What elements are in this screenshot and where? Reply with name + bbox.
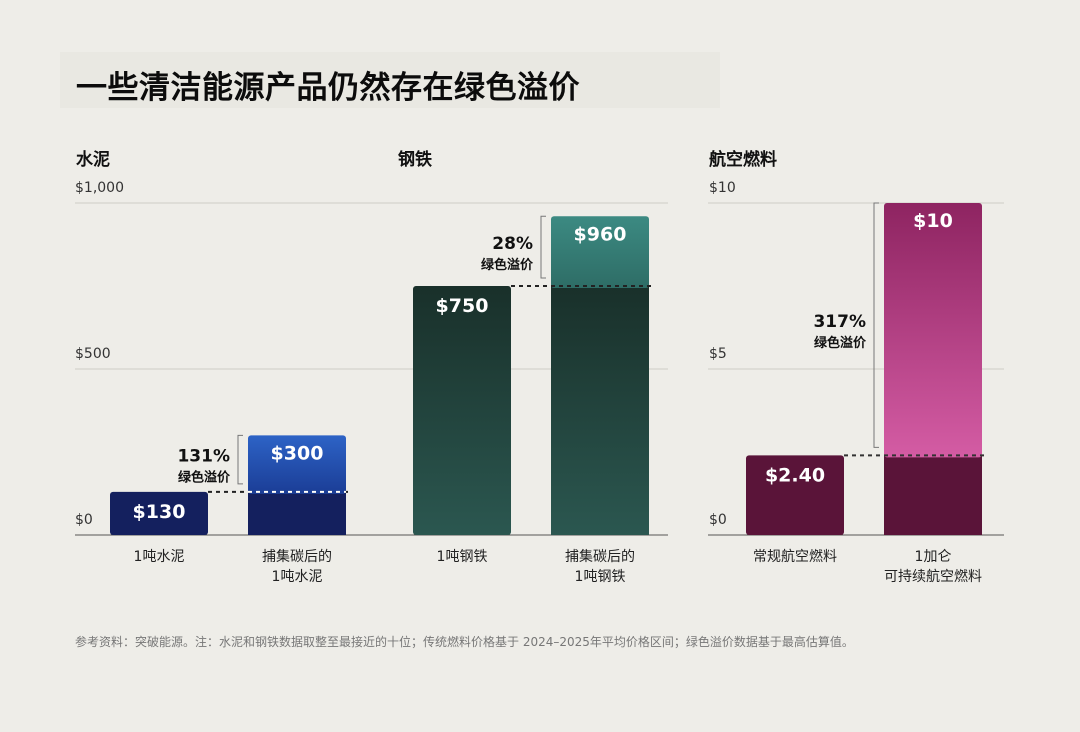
- category-label: 捕集碳后的: [565, 548, 635, 565]
- premium-bracket: [540, 215, 546, 279]
- bar-green-base: [248, 491, 346, 535]
- bar-conventional: [110, 491, 208, 535]
- premium-text-label: 绿色溢价: [481, 257, 534, 273]
- premium-percent-label: 28%: [492, 234, 533, 254]
- category-label: 捕集碳后的: [262, 548, 332, 565]
- bar-conventional: [413, 286, 511, 535]
- panel-title: 水泥: [76, 149, 110, 170]
- bar-value-label: $130: [133, 501, 186, 523]
- bar-value-label: $10: [913, 210, 953, 232]
- title-background: [60, 52, 720, 108]
- panel-title: 航空燃料: [709, 149, 777, 170]
- bar-value-label: $2.40: [765, 464, 825, 486]
- bar-green-premium: [884, 203, 982, 458]
- category-label: 1吨钢铁: [437, 549, 488, 565]
- category-label: 1吨水泥: [272, 569, 323, 585]
- footnote: 参考资料：突破能源。注：水泥和钢铁数据取整至最接近的十位；传统燃料价格基于 20…: [75, 635, 854, 649]
- premium-text-label: 绿色溢价: [814, 335, 867, 351]
- bar-green-premium: [248, 435, 346, 494]
- right-axis-y-tick-label: $5: [709, 346, 727, 362]
- category-label: 1加仑: [915, 549, 952, 565]
- category-label: 1吨水泥: [134, 549, 185, 565]
- bar-green-base: [884, 455, 982, 535]
- premium-text-label: 绿色溢价: [178, 470, 231, 486]
- premium-percent-label: 317%: [813, 312, 866, 332]
- right-axis-y-tick-label: $0: [709, 512, 727, 528]
- category-label: 常规航空燃料: [753, 548, 837, 565]
- panel-title: 钢铁: [398, 149, 432, 170]
- bar-conventional: [746, 455, 844, 535]
- left-axis-y-tick-label: $1,000: [75, 180, 124, 196]
- premium-bracket: [873, 202, 879, 448]
- bar-value-label: $960: [574, 223, 627, 245]
- category-label: 可持续航空燃料: [884, 568, 982, 585]
- left-axis-y-tick-label: $0: [75, 512, 93, 528]
- left-axis-y-tick-label: $500: [75, 346, 111, 362]
- category-label: 1吨钢铁: [575, 569, 626, 585]
- bar-value-label: $750: [436, 295, 489, 317]
- bar-green-premium: [551, 216, 649, 288]
- bar-green-base: [551, 286, 649, 535]
- bar-value-label: $300: [271, 442, 324, 464]
- right-axis-y-tick-label: $10: [709, 180, 736, 196]
- page-title: 一些清洁能源产品仍然存在绿色溢价: [76, 70, 580, 106]
- premium-percent-label: 131%: [177, 447, 230, 467]
- premium-bracket: [237, 434, 243, 485]
